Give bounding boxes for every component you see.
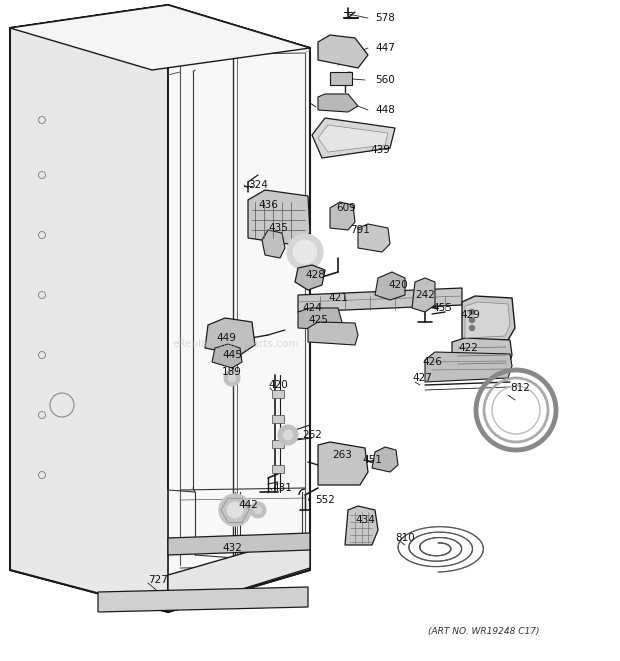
Polygon shape [318, 94, 358, 112]
Circle shape [469, 309, 475, 315]
Circle shape [469, 325, 475, 331]
Polygon shape [168, 533, 310, 555]
Text: 189: 189 [222, 367, 242, 377]
Text: 432: 432 [222, 543, 242, 553]
Circle shape [293, 240, 317, 264]
Text: 445: 445 [222, 350, 242, 360]
Text: 420: 420 [388, 280, 408, 290]
Polygon shape [425, 352, 512, 382]
Circle shape [227, 502, 243, 518]
Polygon shape [452, 338, 512, 370]
Text: 429: 429 [460, 310, 480, 320]
Text: 424: 424 [302, 303, 322, 313]
Polygon shape [465, 302, 510, 338]
Text: 324: 324 [248, 180, 268, 190]
Text: 242: 242 [415, 290, 435, 300]
Polygon shape [412, 278, 435, 312]
Text: 791: 791 [350, 225, 370, 235]
Text: 609: 609 [336, 203, 356, 213]
Polygon shape [10, 5, 310, 70]
Polygon shape [98, 587, 308, 612]
Text: 442: 442 [238, 500, 258, 510]
Circle shape [283, 430, 293, 440]
Polygon shape [318, 125, 388, 152]
Text: 427: 427 [412, 373, 432, 383]
Polygon shape [372, 447, 398, 472]
Polygon shape [345, 506, 378, 545]
Text: 428: 428 [305, 270, 325, 280]
Text: 451: 451 [362, 455, 382, 465]
Polygon shape [375, 272, 405, 300]
Text: 727: 727 [148, 575, 168, 585]
Text: 449: 449 [216, 333, 236, 343]
Bar [272, 415, 284, 423]
Bar [272, 440, 284, 448]
Polygon shape [212, 344, 242, 368]
Polygon shape [168, 534, 310, 612]
Text: 439: 439 [370, 145, 390, 155]
Text: 426: 426 [422, 357, 442, 367]
Text: 448: 448 [375, 105, 395, 115]
Text: eReplacementParts.com: eReplacementParts.com [172, 338, 299, 349]
Circle shape [278, 425, 298, 445]
Bar [272, 390, 284, 398]
Text: 552: 552 [315, 495, 335, 505]
Polygon shape [295, 265, 325, 290]
Text: 431: 431 [272, 483, 292, 493]
Circle shape [469, 317, 475, 323]
Polygon shape [318, 35, 368, 68]
Polygon shape [10, 5, 310, 612]
Text: 421: 421 [328, 293, 348, 303]
Polygon shape [312, 118, 395, 158]
Circle shape [224, 370, 240, 386]
Text: 447: 447 [375, 43, 395, 53]
Text: 560: 560 [375, 75, 395, 85]
Polygon shape [462, 296, 515, 342]
Text: 434: 434 [355, 515, 375, 525]
Circle shape [254, 506, 262, 514]
Text: 812: 812 [510, 383, 530, 393]
Text: 422: 422 [458, 343, 478, 353]
Text: 455: 455 [432, 303, 452, 313]
Text: 578: 578 [375, 13, 395, 23]
Circle shape [219, 494, 251, 526]
Text: 263: 263 [332, 450, 352, 460]
Text: 436: 436 [258, 200, 278, 210]
Text: 810: 810 [395, 533, 415, 543]
Circle shape [250, 502, 266, 518]
Polygon shape [318, 442, 368, 485]
Polygon shape [330, 202, 355, 230]
Polygon shape [298, 288, 462, 312]
Polygon shape [308, 322, 358, 345]
Circle shape [287, 234, 323, 270]
Text: 262: 262 [302, 430, 322, 440]
Polygon shape [248, 190, 310, 245]
Text: 425: 425 [308, 315, 328, 325]
Polygon shape [168, 5, 310, 612]
Polygon shape [358, 224, 390, 252]
Polygon shape [10, 5, 168, 612]
Polygon shape [205, 318, 255, 355]
Text: 435: 435 [268, 223, 288, 233]
Circle shape [228, 374, 236, 382]
Text: (ART NO. WR19248 C17): (ART NO. WR19248 C17) [428, 627, 539, 636]
Polygon shape [298, 308, 342, 330]
Polygon shape [262, 230, 285, 258]
Bar [272, 465, 284, 473]
Text: 420: 420 [268, 380, 288, 390]
Polygon shape [330, 72, 352, 85]
